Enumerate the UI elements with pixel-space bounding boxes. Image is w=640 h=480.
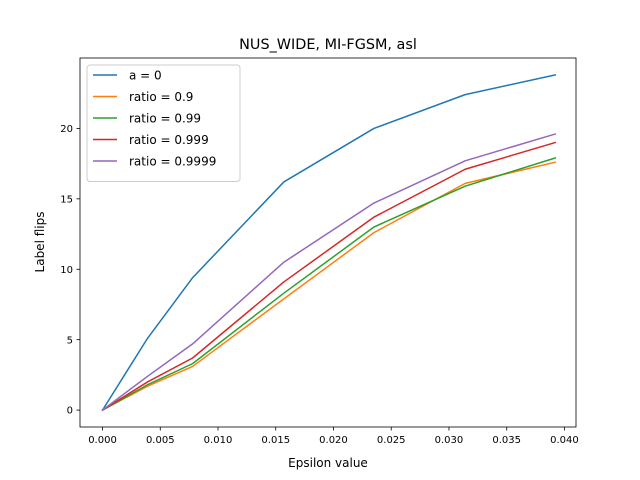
- x-tick-label: 0.025: [377, 435, 406, 446]
- legend-label: a = 0: [129, 69, 162, 83]
- legend-label: ratio = 0.99: [129, 112, 201, 126]
- x-tick-label: 0.010: [204, 435, 233, 446]
- y-tick-label: 20: [60, 124, 73, 135]
- x-tick-label: 0.015: [261, 435, 290, 446]
- x-tick-label: 0.040: [550, 435, 579, 446]
- series-line-3: [101, 157, 557, 412]
- chart-title: NUS_WIDE, MI-FGSM, asl: [239, 37, 417, 53]
- series-line-1: [101, 74, 557, 412]
- legend-label: ratio = 0.999: [129, 133, 209, 147]
- series-layer: [101, 74, 557, 412]
- series-line-2: [101, 161, 557, 412]
- x-axis-label: Epsilon value: [288, 456, 368, 470]
- y-axis-label: Label flips: [33, 212, 47, 273]
- x-tick-label: 0.000: [88, 435, 117, 446]
- x-tick-label: 0.030: [435, 435, 464, 446]
- legend: a = 0 ratio = 0.9 ratio = 0.99 ratio = 0.99…: [86, 64, 241, 182]
- y-tick-label: 10: [60, 265, 73, 276]
- series-line-5: [101, 133, 557, 412]
- x-tick-label: 0.020: [319, 435, 348, 446]
- y-tick-label: 15: [60, 194, 73, 205]
- plot-frame: [79, 57, 577, 428]
- axes-layer: 0.000 0.005 0.010 0.015 0.020 0.025 0.030 0.035…: [60, 57, 579, 446]
- legend-label: ratio = 0.9999: [129, 155, 216, 169]
- series-line-4: [101, 141, 557, 412]
- legend-box: [86, 64, 241, 182]
- legend-label: ratio = 0.9: [129, 90, 193, 104]
- x-tick-label: 0.005: [146, 435, 175, 446]
- y-tick-label: 5: [67, 335, 73, 346]
- y-tick-label: 0: [67, 406, 73, 417]
- x-tick-label: 0.035: [492, 435, 521, 446]
